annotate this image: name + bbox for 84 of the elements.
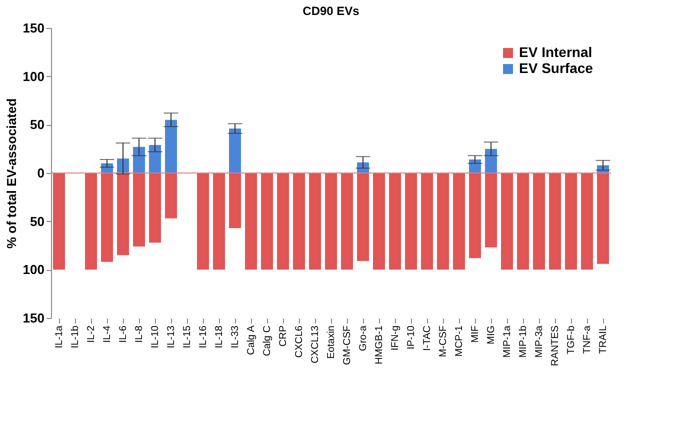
bar [485,148,497,173]
y-tick-label: 150 [22,20,44,36]
x-tick-label: Eotaxin [326,326,337,359]
y-tick-label: 100 [22,68,44,84]
x-tick-label: CRP [278,325,289,347]
x-tick-label: IL-33 [230,325,241,348]
bar [581,173,593,270]
x-tick-label: IL-8 [134,325,145,343]
x-tick-label: IL-1a [54,325,65,348]
bar [261,173,273,270]
x-tick-label: IL-18 [214,325,225,348]
y-tick-label: 150 [22,310,44,326]
x-tick-label: I-TAC [422,326,433,351]
bar [357,173,369,261]
y-tick-label: 50 [30,214,44,229]
x-tick-label: M-CSF [438,326,449,358]
x-tick-label: IFN-g [390,326,401,350]
x-tick-label: Gro-a [358,325,369,352]
bar [565,173,577,270]
bar [133,146,145,173]
bar [229,173,241,228]
bar [53,173,65,270]
bar [117,173,129,256]
x-tick-label: RANTES [550,325,561,366]
x-tick-label: Calg A [246,325,257,355]
y-axis-title: % of total EV-associated [4,98,19,249]
x-tick-label: MIG [486,325,497,344]
bar [341,173,353,270]
bar [101,173,113,262]
bar [533,173,545,270]
bar [469,173,481,258]
x-tick-label: IL-16 [198,325,209,348]
x-tick-label: IL-13 [166,325,177,348]
x-tick-label: IP-10 [406,325,417,350]
bar [453,173,465,270]
x-tick-label: Calg C [262,326,273,356]
bar [389,173,401,270]
y-tick-label: 0 [37,166,44,180]
bar [245,173,257,270]
x-tick-label: GM-CSF [342,326,353,365]
chart-title: CD90 EVs [302,4,360,18]
x-tick-label: IL-4 [102,325,113,343]
bar [85,173,97,270]
bar [501,173,513,270]
bar [229,128,241,173]
x-tick-label: TNF-a [582,325,593,354]
bar [549,173,561,270]
bar [309,173,321,270]
bar [485,173,497,248]
bar [149,173,161,243]
y-tick-label: 100 [22,262,44,278]
x-tick-label: IL-1b [70,325,81,348]
x-tick-label: TRAIL [598,325,609,354]
legend-label: EV Surface [519,60,594,76]
bar [597,173,609,264]
y-tick-label: 50 [30,117,44,132]
bar [165,120,177,173]
bar [517,173,529,270]
bar [421,173,433,270]
x-tick-label: MIP-1b [518,325,529,358]
bar [373,173,385,270]
x-tick-label: IL-15 [182,325,193,348]
x-tick-label: MCP-1 [454,325,465,357]
bar [197,173,209,270]
bar [405,173,417,270]
x-tick-label: MIP-3a [534,325,545,358]
x-tick-label: IL-6 [118,325,129,343]
x-tick-label: MIF [470,326,481,343]
bar [149,144,161,173]
x-tick-label: IL-2 [86,325,97,343]
bar [277,173,289,270]
x-tick-label: MIP-1a [502,325,513,358]
bar [325,173,337,270]
legend-label: EV Internal [519,44,592,60]
bar [293,173,305,270]
bar [165,173,177,218]
x-tick-label: HMGB-1 [374,325,385,364]
bar [213,173,225,270]
bar [437,173,449,270]
x-tick-label: CXCL13 [310,325,321,364]
x-tick-label: TGF-b [566,325,577,354]
x-tick-label: CXCL6 [294,325,305,358]
bar [133,173,145,246]
x-tick-label: IL-10 [150,325,161,348]
